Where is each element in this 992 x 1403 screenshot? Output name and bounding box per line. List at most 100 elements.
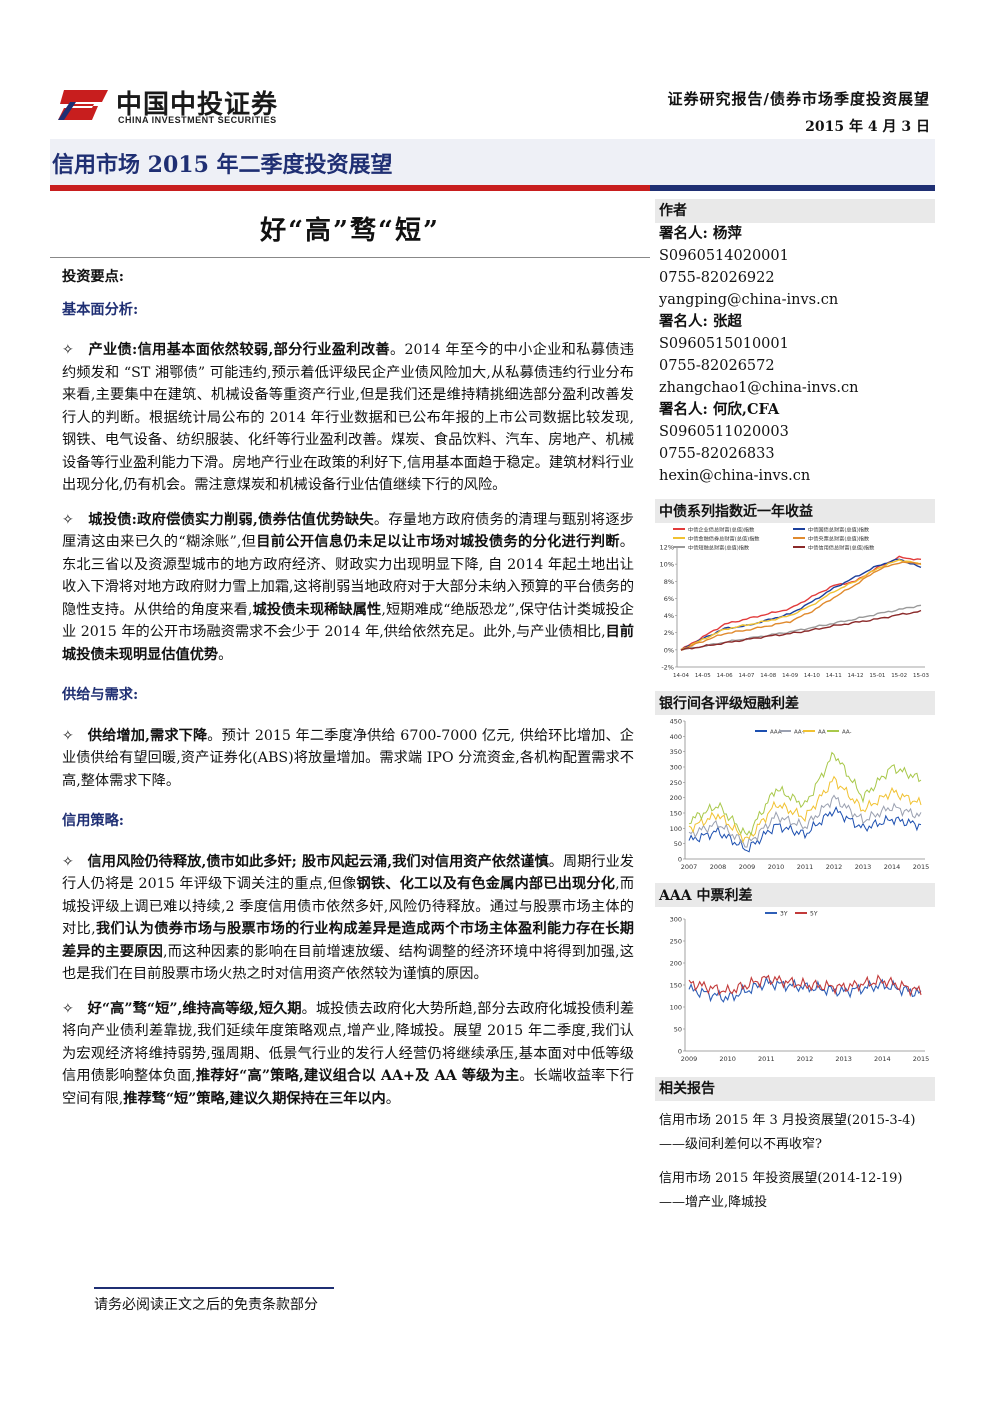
author-email[interactable]: zhangchao1@china-invs.cn [659, 380, 859, 396]
x-tick-label: 15-03 [913, 673, 929, 679]
x-tick-label: 2007 [681, 863, 698, 871]
x-tick-label: 2014 [884, 863, 901, 871]
related-report-title[interactable]: 信用市场 2015 年 3 月投资展望(2015-3-4) [659, 1113, 916, 1128]
para-text: 。长端收益率下行空间有限, [62, 1068, 634, 1107]
y-tick-label: -2% [661, 664, 674, 672]
series-line [688, 806, 922, 853]
chart-aaa-mtn-spread: 0 50 100 150 200 250 300 2009 2010 2011 2012 2013 20… [670, 911, 930, 1064]
para-text: 。周期行业发行人仍将是 2015 年评级下调关注的重点,但像 [62, 853, 634, 893]
main-column: 投资要点: 基本面分析: ✧ 产业债:信用基本面依然较弱,部分行业盈利改善。20… [62, 266, 634, 1110]
legend-label: AA+ [794, 730, 807, 736]
related-report-subtitle: ——增产业,降城投 [659, 1195, 768, 1210]
related-report-title[interactable]: 信用市场 2015 年投资展望(2014-12-19) [659, 1171, 903, 1186]
author-id: S0960515010001 [659, 336, 789, 352]
author-name: 署名人: 张超 [659, 313, 742, 330]
x-tick-label: 14-11 [826, 673, 842, 679]
para-bold: 好“高”骛“短”,维持高等级,短久期 [87, 1000, 302, 1017]
company-logo-icon [58, 90, 108, 120]
x-tick-label: 14-07 [738, 673, 754, 679]
x-tick-label: 14-08 [760, 673, 776, 679]
para-text: ,而这种因素的影响在目前增速放缓、结构调整的经济环境中将得到加强,这也是我们在目… [62, 943, 634, 983]
para-bold: 推荐骛“短”策略,建议久期保持在三年以内 [123, 1090, 386, 1107]
chart2-title: 银行间各评级短融利差 [655, 691, 935, 715]
para-bold: 供给增加,需求下降 [87, 727, 208, 744]
legend-label: AA- [842, 730, 852, 736]
legend-label: 3Y [780, 911, 788, 918]
sidebar: 作者 署名人: 杨萍 S0960514020001 0755-82026922 … [655, 199, 935, 1215]
para-text: 。 [218, 646, 233, 663]
series-line [680, 609, 922, 651]
paragraph-credit-risk: ✧ 信用风险仍待释放,债市如此多奸; 股市风起云涌,我们对信用资产依然谨慎。周期… [62, 851, 634, 986]
para-bold: 产业债:信用基本面依然较弱,部分行业盈利改善 [88, 342, 390, 358]
headline: 好“高”骛“短” [260, 216, 440, 246]
y-tick-label: 200 [670, 960, 682, 968]
x-tick-label: 2013 [835, 1055, 852, 1063]
x-tick-label: 2012 [826, 863, 843, 871]
legend-label: 中债央票总财富(总值)指数 [808, 535, 870, 543]
related-reports-heading: 相关报告 [655, 1077, 935, 1101]
paragraph-urban-bonds: ✧ 城投债:政府偿债实力削弱,债券估值优势缺失。存量地方政府债务的清理与甄别将逐… [62, 509, 634, 667]
author-phone: 0755-82026572 [659, 358, 775, 374]
y-tick-label: 12% [660, 544, 674, 552]
x-tick-label: 14-09 [782, 673, 798, 679]
x-tick-label: 2009 [739, 863, 756, 871]
y-tick-label: 6% [664, 595, 674, 603]
x-tick-label: 2012 [797, 1055, 814, 1063]
footer-disclaimer: 请务必阅读正文之后的免责条款部分 [94, 1297, 318, 1313]
logo-cn-text: 中国中投证券 [116, 90, 279, 120]
y-tick-label: 150 [670, 810, 682, 818]
bullet-icon: ✧ [62, 511, 74, 528]
x-tick-label: 2010 [719, 1055, 736, 1063]
chart-index-returns: -2% 0% 2% 4% 6% 8% 10% 12% 14-04 14-05 14-06 14-07 1… [660, 526, 930, 680]
para-bold: 推荐好“高”策略,建议组合以 AA+及 AA 等级为主 [195, 1068, 520, 1084]
x-tick-label: 2014 [874, 1055, 891, 1063]
series-line [688, 751, 922, 836]
para-bold: 城投债未现稀缺属性 [252, 601, 382, 618]
y-tick-label: 0% [664, 646, 674, 654]
legend-label: 5Y [810, 911, 818, 918]
author-phone: 0755-82026833 [659, 446, 775, 462]
para-text: 。存量地方政府债务的清理与甄别将逐步厘清这由来已久的“糊涂账”,但 [62, 511, 634, 551]
report-date: 2015 年 4 月 3 日 [805, 119, 930, 135]
author-name: 署名人: 杨萍 [659, 225, 742, 242]
legend-label: 中债金融债券总财富(总值)指数 [688, 535, 760, 543]
paragraph-supply: ✧ 供给增加,需求下降。预计 2015 年二季度净供给 6700-7000 亿元… [62, 725, 634, 793]
series-line [688, 775, 922, 844]
author-email[interactable]: hexin@china-invs.cn [659, 468, 811, 484]
legend-label: 中债国债总财富(总值)指数 [808, 526, 870, 534]
legend-label: 中债信用债总财富(总值)指数 [808, 544, 875, 552]
x-tick-label: 2013 [855, 863, 872, 871]
x-tick-label: 14-05 [695, 673, 711, 679]
y-tick-label: 300 [670, 764, 682, 772]
y-tick-label: 450 [670, 718, 682, 726]
y-tick-label: 10% [660, 561, 674, 569]
x-tick-label: 15-02 [891, 673, 907, 679]
para-bold: 信用风险仍待释放,债市如此多奸; 股市风起云涌,我们对信用资产依然谨慎 [87, 853, 549, 870]
para-text: 。 [385, 1090, 400, 1107]
bullet-icon: ✧ [62, 727, 74, 744]
authors-heading: 作者 [655, 199, 935, 223]
series-line [680, 559, 922, 651]
x-tick-label: 14-06 [717, 673, 733, 679]
para-bold: 目前公开信息仍未足以让市场对城投债务的分化进行判断 [256, 534, 620, 550]
divider-navy [650, 185, 935, 191]
author-id: S0960514020001 [659, 248, 789, 264]
series-line [688, 794, 922, 848]
section-supply-demand-title: 供给与需求: [62, 687, 139, 703]
report-type: 证券研究报告/债券市场季度投资展望 [667, 90, 930, 108]
y-tick-label: 250 [670, 938, 682, 946]
series-line [688, 974, 922, 997]
y-tick-label: 100 [670, 1004, 682, 1012]
x-tick-label: 2009 [681, 1055, 698, 1063]
paragraph-industrial-bonds: ✧ 产业债:信用基本面依然较弱,部分行业盈利改善。2014 年至今的中小企业和私… [62, 339, 634, 497]
para-text: 。城投债去政府化大势所趋,部分去政府化城投债利差将向产业债利差靠拢,我们延续年度… [62, 1000, 635, 1085]
para-text: ,短期难成“绝版恐龙”,保守估计类城投企业 2015 年的公开市场融资需求不会少… [62, 601, 634, 641]
author-email[interactable]: yangping@china-invs.cn [659, 292, 839, 308]
x-tick-label: 14-10 [804, 673, 820, 679]
legend-label: AAA [770, 730, 782, 736]
x-tick-label: 2008 [710, 863, 727, 871]
legend-label: 中债企业债总财富(总值)指数 [688, 526, 755, 534]
author-phone: 0755-82026922 [659, 270, 775, 286]
series-line [688, 976, 922, 1003]
series-line [680, 561, 922, 652]
